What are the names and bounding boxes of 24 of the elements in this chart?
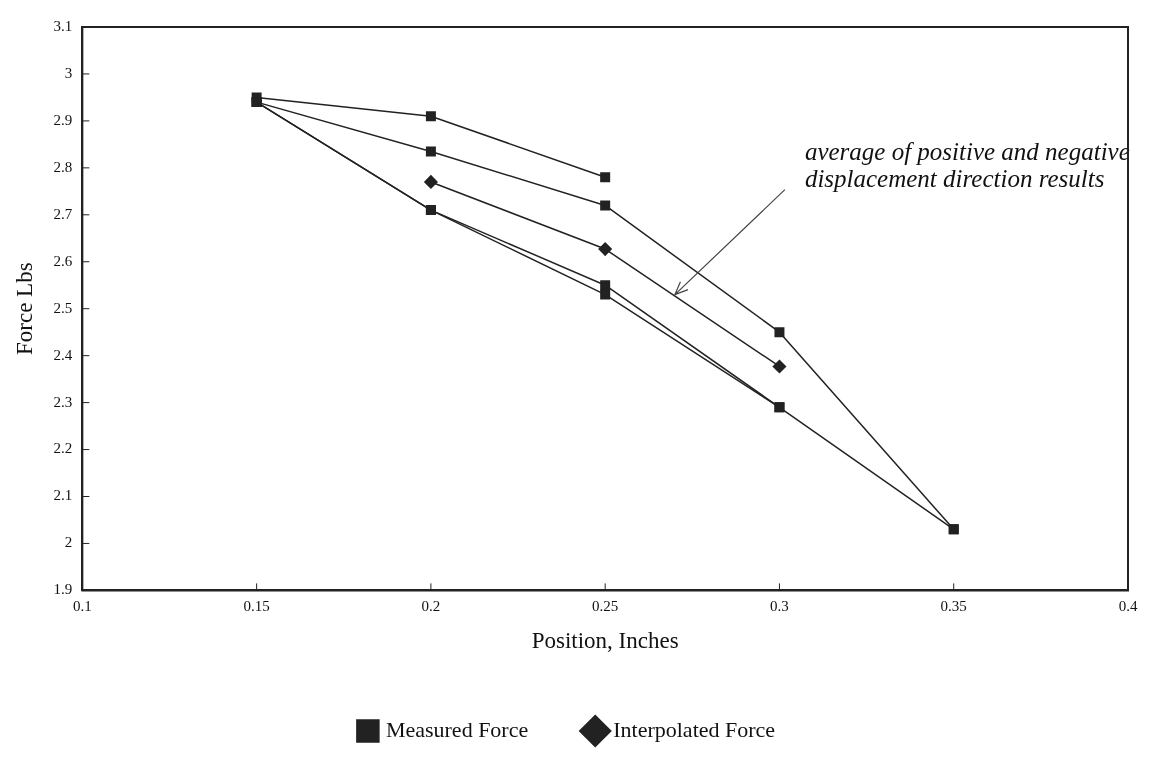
x-tick-label: 0.1 bbox=[72, 598, 92, 615]
y-tick-label: 2.7 bbox=[53, 205, 73, 222]
y-tick-label: 2.2 bbox=[53, 440, 73, 457]
x-axis-title: Position, Inches bbox=[531, 628, 679, 654]
y-tick-label: 1.9 bbox=[53, 581, 73, 598]
y-tick-label: 3 bbox=[64, 64, 73, 81]
x-tick-label: 0.15 bbox=[243, 598, 270, 615]
y-tick-label: 2.1 bbox=[53, 487, 73, 504]
legend-label: Interpolated Force bbox=[613, 716, 776, 742]
x-tick-label: 0.3 bbox=[770, 598, 789, 615]
y-tick-label: 2.3 bbox=[53, 393, 73, 410]
y-tick-label: 2 bbox=[64, 534, 73, 551]
y-tick-label: 2.8 bbox=[53, 158, 73, 175]
y-tick-label: 2.9 bbox=[53, 111, 73, 128]
y-tick-label: 2.4 bbox=[53, 346, 73, 363]
x-tick-label: 0.35 bbox=[940, 598, 967, 615]
y-tick-label: 2.5 bbox=[53, 299, 73, 316]
y-axis-title: Force Lbs bbox=[11, 262, 37, 356]
legend-label: Measured Force bbox=[385, 716, 529, 742]
x-tick-label: 0.2 bbox=[421, 598, 441, 615]
x-tick-label: 0.4 bbox=[1118, 598, 1138, 615]
y-tick-label: 2.6 bbox=[53, 252, 73, 269]
x-tick-label: 0.25 bbox=[592, 598, 619, 615]
y-tick-label: 3.1 bbox=[53, 17, 73, 34]
